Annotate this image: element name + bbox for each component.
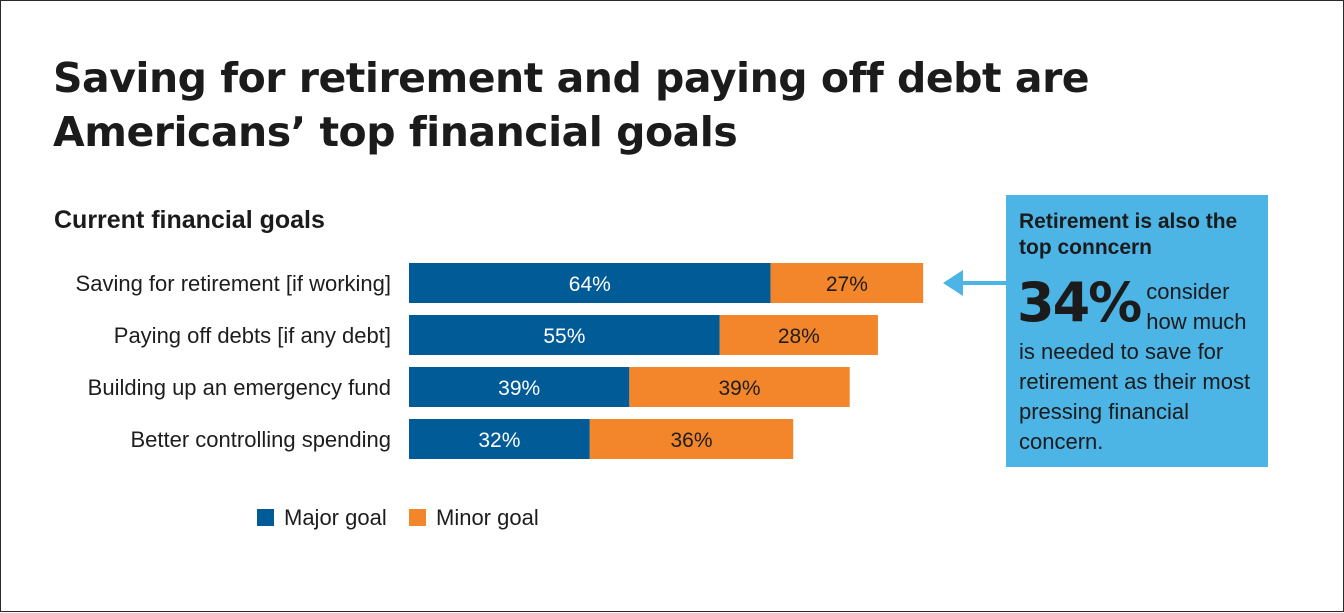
data-label: 32% (478, 429, 520, 452)
category-label: Paying off debts [if any debt] (114, 323, 391, 348)
callout-body: 34% consider how much is needed to save … (1017, 271, 1256, 457)
major-goal-bar (409, 263, 771, 303)
data-label: 36% (670, 429, 712, 452)
legend-label-minor: Minor goal (436, 505, 539, 530)
data-label: 27% (826, 273, 868, 296)
minor-goal-bar (770, 263, 924, 303)
legend-label-major: Major goal (284, 505, 387, 530)
category-label: Saving for retirement [if working] (76, 271, 391, 296)
minor-goal-bar (589, 419, 794, 459)
callout-title: Retirement is also the top conncern (1019, 210, 1238, 259)
legend-swatch-minor (409, 509, 426, 526)
minor-goal-bar (719, 315, 878, 355)
minor-goal-bar (629, 367, 850, 407)
data-label: 55% (543, 325, 585, 348)
chart-title: Saving for retirement and paying off deb… (53, 54, 1090, 156)
category-label: Building up an emergency fund (88, 375, 391, 400)
callout-text: consider how much is needed to save for … (1019, 279, 1251, 454)
callout-stat: 34% (1017, 271, 1142, 334)
callout-box: Retirement is also the top conncern 34% … (1006, 195, 1268, 467)
legend-swatch-major (257, 509, 274, 526)
data-label: 39% (719, 377, 761, 400)
major-goal-bar (409, 419, 590, 459)
data-label: 28% (778, 325, 820, 348)
major-goal-bar (409, 367, 630, 407)
data-label: 39% (498, 377, 540, 400)
callout-arrow-head (943, 270, 963, 296)
major-goal-bar (409, 315, 720, 355)
category-label: Better controlling spending (131, 427, 392, 452)
chart-subtitle: Current financial goals (54, 206, 325, 234)
data-label: 64% (569, 273, 611, 296)
